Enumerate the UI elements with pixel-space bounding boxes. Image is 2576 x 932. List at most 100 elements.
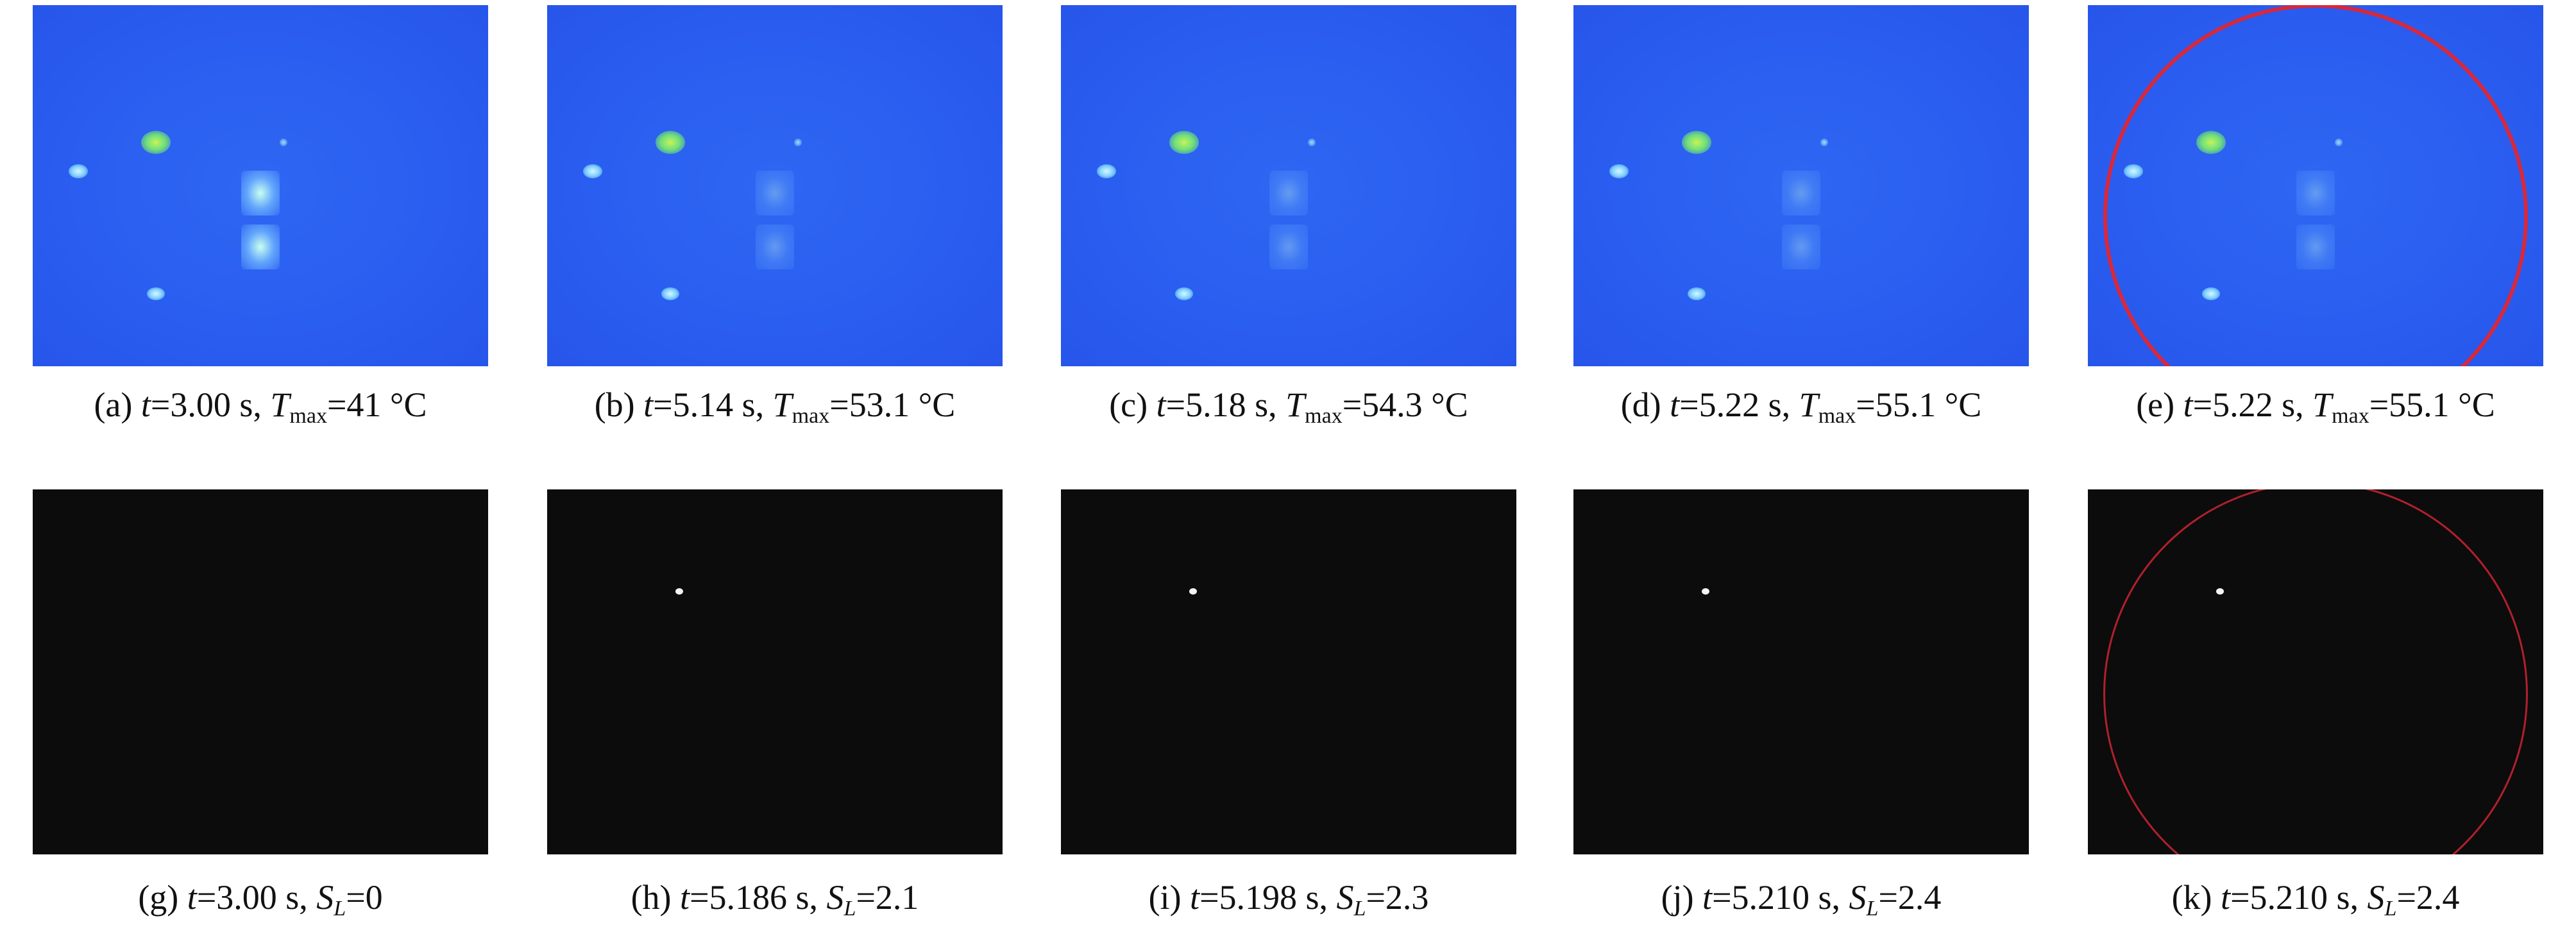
caption-value: =5.14 s, [653, 386, 765, 424]
caption: (j) t=5.210 s, SL=2.4 [1513, 877, 2090, 921]
binary-image [1061, 489, 1516, 854]
caption-variable: t [1156, 386, 1166, 424]
caption-variable: T [772, 386, 792, 424]
hot-spot [146, 287, 165, 301]
caption-value: =55.1 °C [2369, 386, 2495, 424]
hot-spot [1174, 287, 1193, 301]
caption-value: =2.1 [856, 878, 919, 917]
hot-block [241, 225, 280, 270]
hot-spot [1701, 588, 1709, 595]
caption-value: =5.198 s, [1199, 878, 1328, 917]
caption-variable: t [2221, 878, 2231, 917]
caption-value: =2.3 [1366, 878, 1429, 917]
thermal-image [1573, 5, 2029, 366]
caption-value: =5.186 s, [690, 878, 818, 917]
caption-value: =5.22 s, [1679, 386, 1791, 424]
hot-spot [279, 138, 287, 146]
caption: (g) t=3.00 s, SL=0 [0, 877, 549, 921]
binary-image [2088, 489, 2543, 854]
caption-variable: T [2312, 386, 2332, 424]
thermal-image [2088, 5, 2543, 366]
hot-block [756, 225, 794, 270]
caption-value: =2.4 [2396, 878, 2460, 917]
binary-image [1573, 489, 2029, 854]
caption-variable: T [1285, 386, 1305, 424]
caption: (i) t=5.198 s, SL=2.3 [1000, 877, 1577, 921]
caption: (b) t=5.14 s, Tmax=53.1 °C [486, 385, 1063, 428]
binary-image [547, 489, 1003, 854]
hot-spot [675, 588, 683, 595]
hot-spot [655, 130, 685, 154]
caption-value: =5.210 s, [1712, 878, 1841, 917]
thermal-image [1061, 5, 1516, 366]
caption-label: (g) [138, 878, 179, 917]
caption-subscript: L [1866, 897, 1879, 920]
caption: (d) t=5.22 s, Tmax=55.1 °C [1513, 385, 2090, 428]
caption-subscript: L [2384, 897, 2397, 920]
caption: (k) t=5.210 s, SL=2.4 [2027, 877, 2576, 921]
caption-variable: t [1190, 878, 1200, 917]
hot-block [1782, 225, 1820, 270]
hot-spot [1820, 138, 1828, 146]
hot-block [1782, 170, 1820, 216]
caption-variable: t [1702, 878, 1713, 917]
caption-variable: t [2183, 386, 2193, 424]
caption-variable: t [140, 386, 151, 424]
hot-spot [1169, 130, 1199, 154]
caption-subscript: max [2332, 404, 2369, 428]
caption-label: (c) [1109, 386, 1148, 424]
caption-label: (h) [631, 878, 672, 917]
hot-spot [1609, 164, 1629, 178]
caption-label: (i) [1148, 878, 1182, 917]
hot-block [756, 170, 794, 216]
hot-spot [1097, 164, 1116, 178]
hot-spot [1189, 588, 1197, 595]
hot-block [1269, 170, 1308, 216]
caption-value: =5.22 s, [2192, 386, 2304, 424]
caption-value: =53.1 °C [829, 386, 956, 424]
caption-value: =0 [346, 878, 383, 917]
caption: (h) t=5.186 s, SL=2.1 [486, 877, 1063, 921]
caption-subscript: max [1818, 404, 1856, 428]
caption-variable: S [1336, 878, 1354, 917]
binary-image [33, 489, 488, 854]
caption-subscript: L [1353, 897, 1366, 920]
caption-variable: t [680, 878, 690, 917]
caption-label: (j) [1661, 878, 1694, 917]
hot-spot [1687, 287, 1706, 301]
caption-subscript: L [843, 897, 856, 920]
caption-variable: T [270, 386, 290, 424]
caption-subscript: L [334, 897, 346, 920]
caption-value: =5.210 s, [2230, 878, 2359, 917]
caption-value: =55.1 °C [1856, 386, 1982, 424]
hot-block [1269, 225, 1308, 270]
caption-variable: S [1849, 878, 1867, 917]
caption-variable: t [643, 386, 654, 424]
hot-spot [140, 130, 171, 154]
caption-value: =5.18 s, [1165, 386, 1277, 424]
caption-value: =41 °C [326, 386, 427, 424]
caption-variable: t [1670, 386, 1680, 424]
caption-label: (a) [94, 386, 133, 424]
caption-label: (d) [1620, 386, 1661, 424]
hot-spot [583, 164, 602, 178]
caption-label: (k) [2171, 878, 2212, 917]
caption-variable: S [316, 878, 334, 917]
caption-variable: T [1799, 386, 1818, 424]
caption-subscript: max [1305, 404, 1343, 428]
hot-spot [69, 164, 88, 178]
caption-value: =3.00 s, [196, 878, 308, 917]
caption-label: (e) [2136, 386, 2175, 424]
hot-spot [1307, 138, 1316, 146]
hot-spot [793, 138, 802, 146]
caption-variable: S [826, 878, 844, 917]
caption-variable: t [187, 878, 197, 917]
caption-value: =3.00 s, [150, 386, 262, 424]
caption-subscript: max [792, 404, 830, 428]
hot-block [241, 170, 280, 216]
caption-label: (b) [594, 386, 635, 424]
thermal-image [33, 5, 488, 366]
hot-spot [1681, 130, 1711, 154]
hot-spot [661, 287, 679, 301]
